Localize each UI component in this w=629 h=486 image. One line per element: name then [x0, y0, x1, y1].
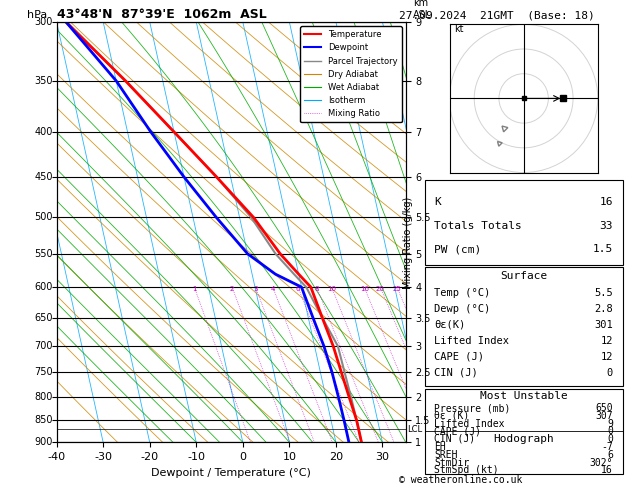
Text: 301: 301	[594, 320, 613, 330]
Text: 850: 850	[35, 416, 53, 425]
Legend: Temperature, Dewpoint, Parcel Trajectory, Dry Adiabat, Wet Adiabat, Isotherm, Mi: Temperature, Dewpoint, Parcel Trajectory…	[300, 26, 401, 122]
Text: 6: 6	[607, 450, 613, 460]
Text: 307: 307	[595, 411, 613, 421]
Text: CIN (J): CIN (J)	[435, 368, 478, 378]
Text: 600: 600	[35, 282, 53, 292]
Text: Dewp (°C): Dewp (°C)	[435, 304, 491, 313]
Text: SREH: SREH	[435, 450, 458, 460]
Text: θε(K): θε(K)	[435, 320, 465, 330]
Text: 750: 750	[35, 367, 53, 378]
Text: © weatheronline.co.uk: © weatheronline.co.uk	[399, 475, 523, 485]
Text: 12: 12	[600, 352, 613, 362]
Text: Lifted Index: Lifted Index	[435, 418, 505, 429]
Text: 8: 8	[314, 286, 319, 292]
Text: 5.5: 5.5	[594, 288, 613, 297]
Text: Mixing Ratio (g/kg): Mixing Ratio (g/kg)	[403, 197, 413, 289]
Text: 302°: 302°	[589, 458, 613, 468]
Text: K: K	[435, 197, 441, 207]
Text: -7: -7	[601, 442, 613, 452]
Text: Pressure (mb): Pressure (mb)	[435, 403, 511, 413]
Text: θε (K): θε (K)	[435, 411, 470, 421]
Text: 0: 0	[606, 368, 613, 378]
Text: 27.09.2024  21GMT  (Base: 18): 27.09.2024 21GMT (Base: 18)	[399, 11, 595, 21]
Text: 0: 0	[607, 434, 613, 444]
Text: 500: 500	[35, 212, 53, 222]
Text: Lifted Index: Lifted Index	[435, 336, 509, 346]
Text: CAPE (J): CAPE (J)	[435, 352, 484, 362]
Text: Most Unstable: Most Unstable	[480, 391, 567, 401]
Text: 25: 25	[392, 286, 401, 292]
Text: 6: 6	[296, 286, 300, 292]
Text: Surface: Surface	[500, 271, 547, 281]
Text: 900: 900	[35, 437, 53, 447]
Text: 700: 700	[35, 341, 53, 351]
Text: LCL: LCL	[408, 425, 423, 434]
X-axis label: Dewpoint / Temperature (°C): Dewpoint / Temperature (°C)	[151, 468, 311, 478]
Text: 650: 650	[35, 312, 53, 323]
Text: 450: 450	[35, 172, 53, 182]
Text: 2: 2	[230, 286, 234, 292]
Text: 20: 20	[376, 286, 385, 292]
Text: 1: 1	[192, 286, 196, 292]
Text: StmSpd (kt): StmSpd (kt)	[435, 466, 499, 475]
Text: 12: 12	[600, 336, 613, 346]
Text: PW (cm): PW (cm)	[435, 244, 482, 255]
Text: Totals Totals: Totals Totals	[435, 221, 522, 231]
Text: CIN (J): CIN (J)	[435, 434, 476, 444]
Text: 2.8: 2.8	[594, 304, 613, 313]
Text: 3: 3	[253, 286, 258, 292]
Text: 300: 300	[35, 17, 53, 27]
Text: Hodograph: Hodograph	[493, 434, 554, 444]
Text: CAPE (J): CAPE (J)	[435, 426, 481, 436]
Text: 350: 350	[35, 76, 53, 86]
Text: 550: 550	[35, 249, 53, 259]
Text: hPa: hPa	[27, 10, 47, 20]
Text: 800: 800	[35, 392, 53, 402]
Text: 9: 9	[607, 418, 613, 429]
Text: 16: 16	[599, 197, 613, 207]
Text: EH: EH	[435, 442, 446, 452]
Text: 0: 0	[607, 426, 613, 436]
Text: kt: kt	[455, 24, 464, 34]
Text: StmDir: StmDir	[435, 458, 470, 468]
Text: 33: 33	[599, 221, 613, 231]
Text: 16: 16	[601, 466, 613, 475]
Text: 16: 16	[360, 286, 369, 292]
Text: 43°48'N  87°39'E  1062m  ASL: 43°48'N 87°39'E 1062m ASL	[57, 8, 266, 21]
Text: Temp (°C): Temp (°C)	[435, 288, 491, 297]
Text: 1.5: 1.5	[593, 244, 613, 255]
Text: 4: 4	[270, 286, 275, 292]
Text: 400: 400	[35, 127, 53, 137]
Text: 10: 10	[327, 286, 336, 292]
Text: 650: 650	[595, 403, 613, 413]
Text: km
ASL: km ASL	[413, 0, 431, 20]
